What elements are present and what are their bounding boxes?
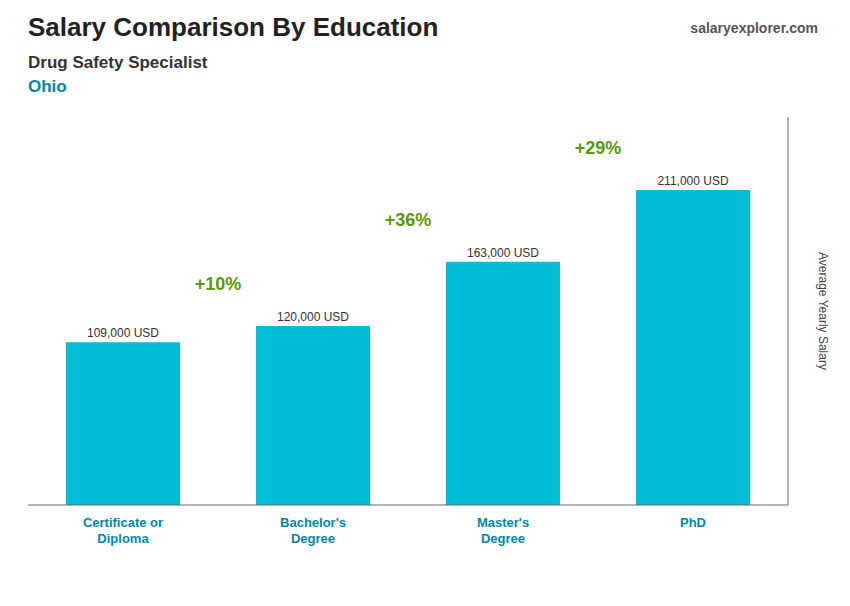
html-text:Drug Safety Specialist: Drug Safety Specialist (28, 53, 208, 72)
svg-text:Average Yearly Salary: Average Yearly Salary (816, 252, 830, 370)
svg-text:Master'sDegree: Master'sDegree (477, 515, 529, 546)
svg-text:211,000 USD: 211,000 USD (657, 174, 728, 188)
svg-text:Certificate orDiploma: Certificate orDiploma (83, 515, 163, 546)
svg-text:Bachelor'sDegree: Bachelor'sDegree (280, 515, 346, 546)
html-text:salaryexplorer.com: salaryexplorer.com (690, 20, 818, 36)
svg-text:109,000 USD: 109,000 USD (87, 326, 159, 340)
svg-text:120,000 USD: 120,000 USD (277, 310, 349, 324)
html-text:Ohio: Ohio (28, 77, 67, 96)
svg-text:PhD: PhD (680, 515, 706, 530)
html-text:Salary Comparison By Education: Salary Comparison By Education (28, 12, 439, 42)
svg-text:+36%: +36% (385, 210, 432, 230)
svg-text:+10%: +10% (195, 274, 242, 294)
svg-text:163,000 USD: 163,000 USD (467, 246, 539, 260)
svg-text:+29%: +29% (575, 138, 622, 158)
